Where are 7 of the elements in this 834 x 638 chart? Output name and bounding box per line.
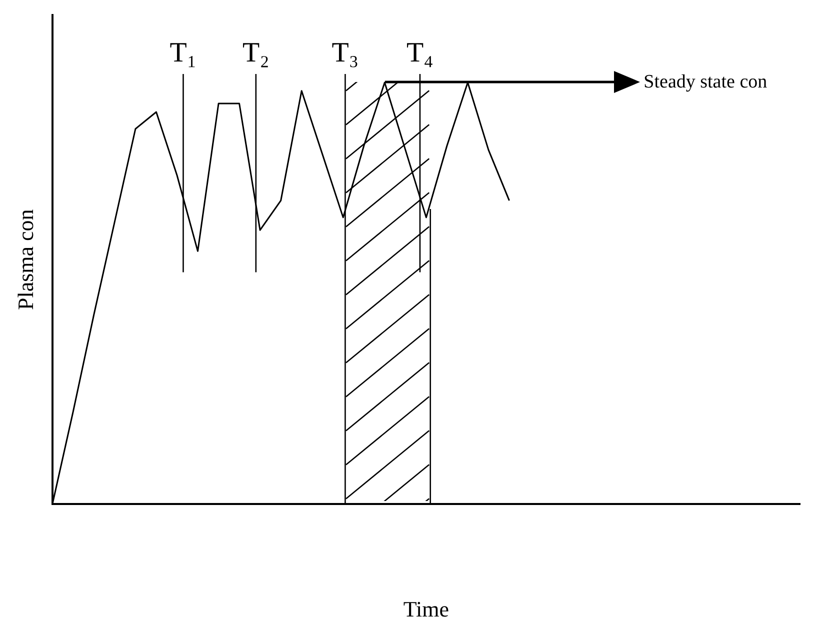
text: T₂	[242, 37, 270, 68]
annotation: Steady state con	[644, 71, 768, 92]
text: T₁	[170, 37, 197, 68]
text: T₃	[332, 37, 359, 68]
x-axis-title: Time	[403, 596, 450, 622]
y-axis-title: Plasma con	[12, 209, 38, 310]
text: T₄	[406, 37, 434, 68]
